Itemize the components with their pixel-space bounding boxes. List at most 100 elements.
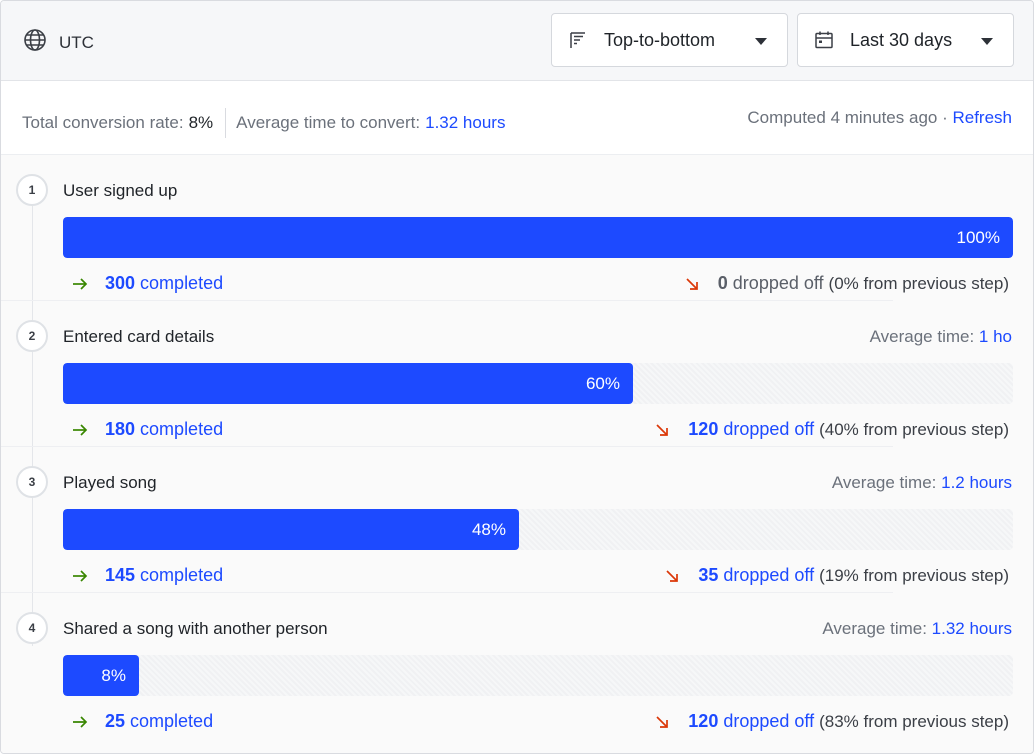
timezone-label: UTC <box>59 32 94 52</box>
conversion-rate-value: 8% <box>188 113 214 132</box>
step-bar-track: 48% <box>63 509 1013 550</box>
completed-label: completed <box>130 711 214 731</box>
average-time-value: 1.2 hours <box>941 473 1012 492</box>
summary-metrics: Total conversion rate: 8% Average time t… <box>22 108 505 138</box>
refresh-link[interactable]: Refresh <box>952 108 1012 127</box>
step-percent: 8% <box>101 665 126 685</box>
step-percent: 60% <box>585 373 620 393</box>
step-dropped[interactable]: 0 dropped off (0% from previous step) <box>684 273 1009 294</box>
step-divider <box>1 300 893 301</box>
step-bar-fill[interactable]: 48% <box>63 509 519 550</box>
conversion-rate-label: Total conversion rate: <box>22 113 184 132</box>
dropped-count: 120 <box>688 419 719 439</box>
funnel-step: 3 Played song Average time: 1.2 hours 48… <box>1 447 1033 593</box>
completed-label: completed <box>140 565 224 585</box>
average-time-label: Average time to convert: <box>236 113 421 132</box>
step-average-time: Average time: 1.2 hours <box>832 473 1012 493</box>
step-number: 4 <box>16 612 48 644</box>
step-bar-track: 60% <box>63 363 1013 404</box>
step-name: Played song <box>63 473 157 492</box>
caret-down-icon <box>981 38 993 45</box>
average-time-label: Average time: <box>831 473 942 492</box>
completed-count: 300 <box>105 273 136 293</box>
step-name: Shared a song with another person <box>63 619 328 638</box>
step-percent: 100% <box>956 227 1000 247</box>
arrow-right-icon <box>71 421 89 439</box>
sort-icon <box>568 30 588 50</box>
arrow-down-right-icon <box>664 568 680 584</box>
funnel-summary: Total conversion rate: 8% Average time t… <box>1 81 1033 155</box>
dropped-label: dropped off <box>732 273 824 293</box>
step-dropped[interactable]: 35 dropped off (19% from previous step) <box>664 565 1009 586</box>
funnel-step: 1 User signed up 100% 300 completed 0 dr… <box>1 155 1033 301</box>
drop-percentage: (40% from previous step) <box>819 419 1009 439</box>
step-name: Entered card details <box>63 327 215 346</box>
step-stats: 300 completed 0 dropped off (0% from pre… <box>71 273 1009 294</box>
funnel-step: 4 Shared a song with another person Aver… <box>1 593 1033 739</box>
dropped-count: 0 <box>717 273 728 293</box>
arrow-down-right-icon <box>684 276 700 292</box>
dropped-count: 120 <box>688 711 719 731</box>
dropped-count: 35 <box>698 565 719 585</box>
dropped-label: dropped off <box>723 565 815 585</box>
arrow-down-right-icon <box>654 714 670 730</box>
arrow-down-right-icon <box>654 422 670 438</box>
step-divider <box>1 592 893 593</box>
date-range-label: Last 30 days <box>850 29 953 50</box>
step-dropped[interactable]: 120 dropped off (40% from previous step) <box>654 419 1009 440</box>
step-order-label: Top-to-bottom <box>604 29 716 50</box>
step-bar-track: 8% <box>63 655 1013 696</box>
step-completed[interactable]: 145 completed <box>71 565 223 586</box>
completed-count: 180 <box>105 419 136 439</box>
date-range-select[interactable]: Last 30 days <box>797 13 1014 67</box>
funnel-steps: 1 User signed up 100% 300 completed 0 dr… <box>1 155 1033 753</box>
arrow-right-icon <box>71 713 89 731</box>
computed-label: Computed 4 minutes ago · <box>747 108 953 127</box>
steps-rail <box>32 206 33 646</box>
step-stats: 180 completed 120 dropped off (40% from … <box>71 419 1009 440</box>
step-number: 1 <box>16 174 48 206</box>
step-order-select[interactable]: Top-to-bottom <box>551 13 788 67</box>
caret-down-icon <box>755 38 767 45</box>
completed-count: 145 <box>105 565 136 585</box>
step-stats: 145 completed 35 dropped off (19% from p… <box>71 565 1009 586</box>
step-bar-track: 100% <box>63 217 1013 258</box>
computed-status: Computed 4 minutes ago · Refresh <box>747 108 1012 128</box>
step-completed[interactable]: 180 completed <box>71 419 223 440</box>
timezone-indicator: UTC <box>23 28 94 57</box>
summary-divider <box>225 108 227 138</box>
completed-label: completed <box>140 419 224 439</box>
step-name: User signed up <box>63 181 178 200</box>
step-divider <box>1 446 893 447</box>
step-bar-fill[interactable]: 60% <box>63 363 633 404</box>
step-average-time: Average time: 1 ho <box>870 327 1012 347</box>
average-time-value: 1.32 hours <box>425 113 506 132</box>
step-average-time: Average time: 1.32 hours <box>822 619 1012 639</box>
completed-label: completed <box>140 273 224 293</box>
calendar-icon <box>814 30 834 50</box>
toolbar: UTC Top-to-bottom Last 30 days <box>1 1 1033 81</box>
step-bar-fill[interactable]: 8% <box>63 655 139 696</box>
step-stats: 25 completed 120 dropped off (83% from p… <box>71 711 1009 732</box>
dropped-label: dropped off <box>723 419 815 439</box>
average-time-label: Average time: <box>822 619 932 638</box>
step-completed[interactable]: 300 completed <box>71 273 223 294</box>
globe-icon <box>23 28 47 57</box>
step-dropped[interactable]: 120 dropped off (83% from previous step) <box>654 711 1009 732</box>
step-percent: 48% <box>471 519 506 539</box>
step-bar-fill[interactable]: 100% <box>63 217 1013 258</box>
step-number: 3 <box>16 466 48 498</box>
drop-percentage: (19% from previous step) <box>819 565 1009 585</box>
step-number: 2 <box>16 320 48 352</box>
arrow-right-icon <box>71 275 89 293</box>
arrow-right-icon <box>71 567 89 585</box>
average-time-value: 1.32 hours <box>931 619 1012 638</box>
funnel-step: 2 Entered card details Average time: 1 h… <box>1 301 1033 447</box>
step-completed[interactable]: 25 completed <box>71 711 213 732</box>
average-time-value: 1 ho <box>978 327 1012 346</box>
drop-percentage: (83% from previous step) <box>819 711 1009 731</box>
average-time-label: Average time: <box>869 327 979 346</box>
completed-count: 25 <box>105 711 126 731</box>
drop-percentage: (0% from previous step) <box>828 273 1009 293</box>
